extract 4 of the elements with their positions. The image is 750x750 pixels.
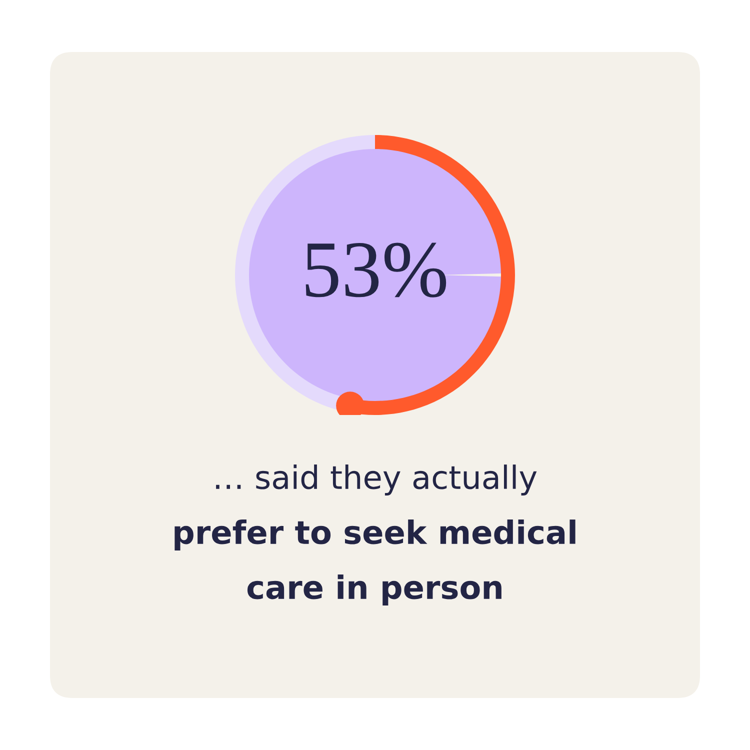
text: care in person: [247, 574, 502, 606]
text: 53%: [306, 242, 446, 298]
text: prefer to seek medical: [174, 520, 576, 550]
text: … said they actually: [216, 464, 537, 496]
